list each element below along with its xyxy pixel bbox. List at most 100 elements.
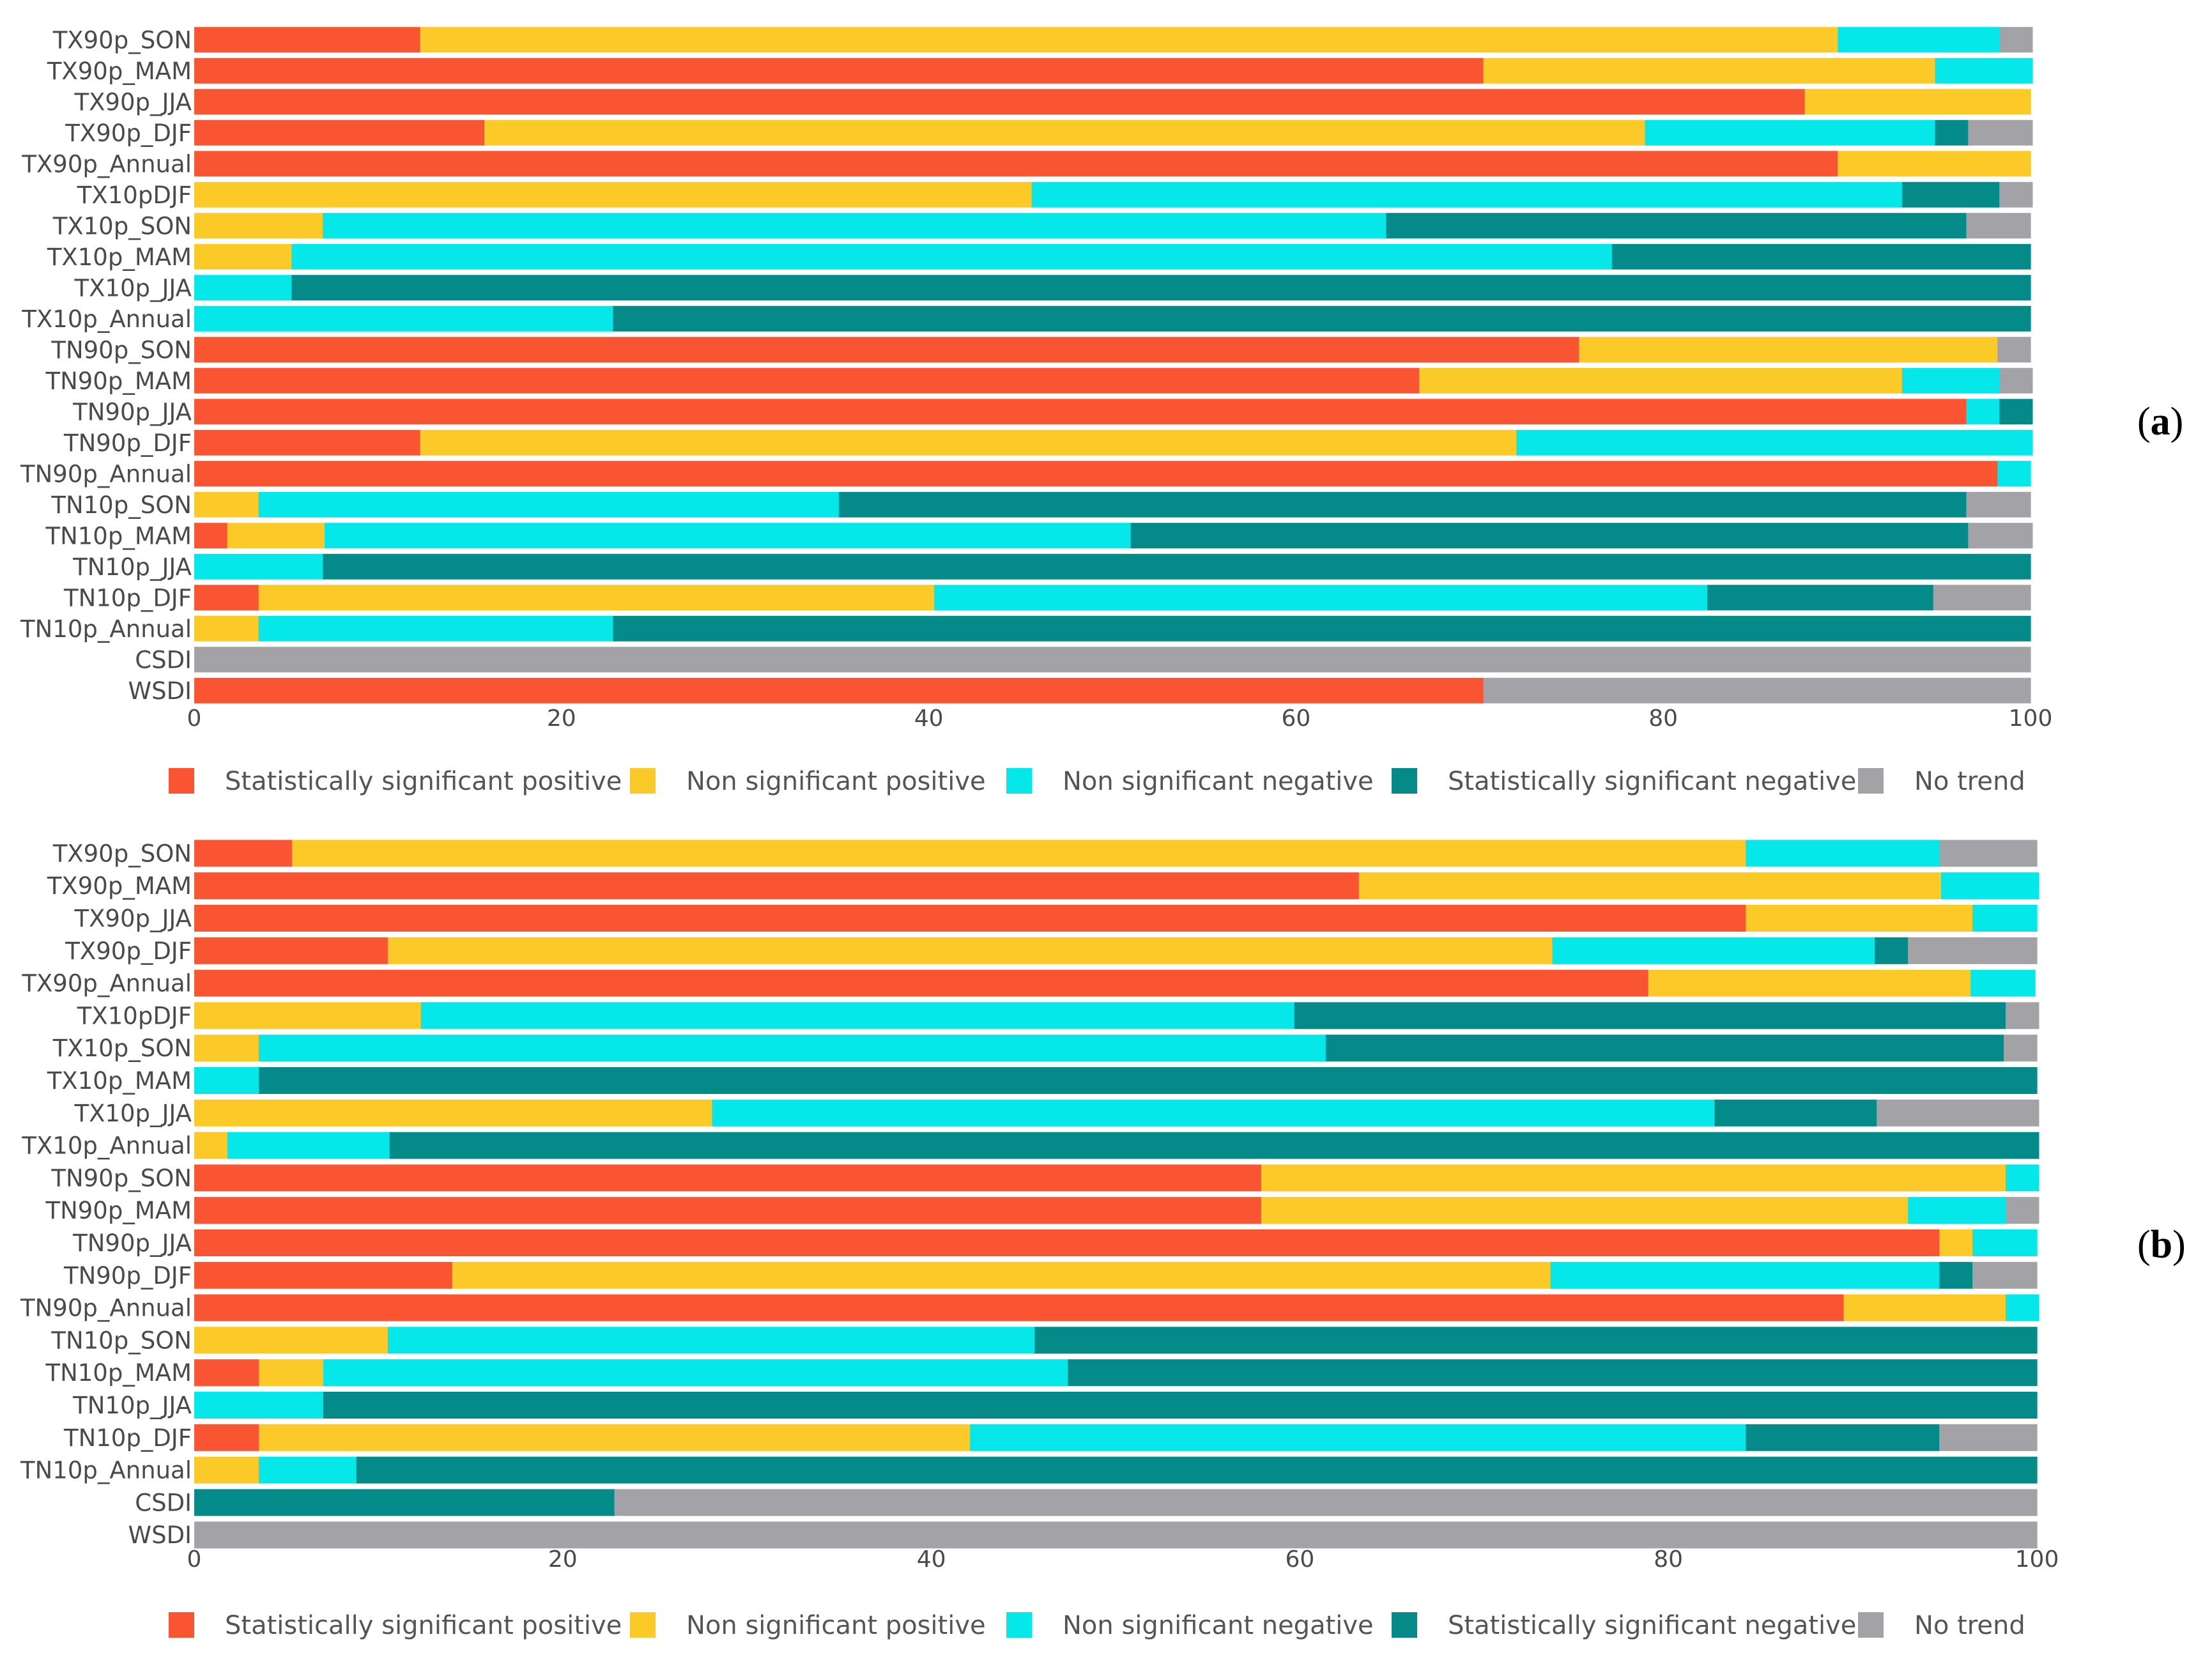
category-label: WSDI bbox=[128, 677, 192, 705]
bar-csdi-no-trend bbox=[614, 1489, 2038, 1516]
category-label: TX10p_JJA bbox=[73, 274, 192, 302]
category-label: TX10p_SON bbox=[52, 212, 192, 240]
bar-tn10p-djf-non-significant-positive bbox=[258, 1424, 971, 1451]
bar-tn10p-mam-non-significant-negative bbox=[323, 1359, 1068, 1387]
bar-tn90p-mam-non-significant-negative bbox=[1908, 1197, 2006, 1224]
bar-tx90p-mam-statistically-significant-positive bbox=[194, 872, 1360, 900]
bar-tx10pdjf-non-significant-negative bbox=[1031, 181, 1903, 208]
category-label: TN90p_MAM bbox=[45, 1197, 192, 1224]
bar-tx90p-annual-non-significant-positive bbox=[1648, 969, 1971, 997]
legend-label-no-trend: No trend bbox=[1914, 767, 2025, 796]
bar-tx10p-mam-non-significant-negative bbox=[291, 243, 1613, 270]
bar-tn10p-annual-non-significant-positive bbox=[194, 1456, 259, 1484]
category-label: TX10p_Annual bbox=[21, 305, 192, 333]
category-label: TX10p_MAM bbox=[47, 243, 192, 271]
bar-tn10p-son-no-trend bbox=[1966, 491, 2031, 518]
x-tick-label: 80 bbox=[1648, 705, 1678, 732]
bar-tx10p-son-statistically-significant-negative bbox=[1386, 213, 1967, 239]
bar-tx10p-jja-statistically-significant-negative bbox=[1714, 1099, 1877, 1127]
bar-tx10pdjf-statistically-significant-negative bbox=[1901, 181, 2000, 208]
bar-tx10p-annual-non-significant-negative bbox=[227, 1132, 390, 1159]
bar-tn10p-mam-statistically-significant-positive bbox=[194, 523, 228, 549]
bar-tn10p-djf-non-significant-positive bbox=[258, 585, 935, 611]
category-label: TN10p_Annual bbox=[20, 1457, 192, 1484]
category-label: TX90p_DJF bbox=[65, 937, 192, 965]
bar-tn10p-mam-statistically-significant-positive bbox=[194, 1359, 259, 1387]
category-label: TX90p_Annual bbox=[21, 970, 192, 997]
category-label: CSDI bbox=[135, 646, 192, 674]
category-label: TX90p_JJA bbox=[73, 905, 192, 932]
bar-tn10p-djf-non-significant-negative bbox=[934, 585, 1708, 611]
category-label: TN90p_SON bbox=[50, 336, 192, 364]
bar-wsdi-no-trend bbox=[1483, 677, 2031, 704]
bar-tn90p-mam-statistically-significant-positive bbox=[194, 367, 1420, 394]
category-label: TX10p_JJA bbox=[73, 1100, 192, 1127]
bar-tn10p-jja-statistically-significant-negative bbox=[323, 1392, 2038, 1419]
bar-tn90p-djf-no-trend bbox=[1972, 1261, 2038, 1289]
bar-tn10p-annual-non-significant-positive bbox=[194, 615, 259, 642]
panel-b-legend: Statistically significant positive Non si… bbox=[169, 1611, 2025, 1640]
category-label: TN90p_Annual bbox=[20, 460, 192, 488]
bar-tx10pdjf-statistically-significant-negative bbox=[1294, 1002, 2006, 1029]
x-tick-label: 40 bbox=[917, 1546, 946, 1573]
category-label: TN10p_SON bbox=[50, 491, 192, 519]
bar-tn90p-jja-non-significant-positive bbox=[1939, 1229, 1973, 1256]
legend-label-non-significant-positive: Non significant positive bbox=[686, 767, 986, 796]
bar-tx90p-annual-statistically-significant-positive bbox=[194, 151, 1838, 177]
bar-tn90p-annual-statistically-significant-positive bbox=[194, 461, 1998, 487]
bar-tx90p-jja-non-significant-positive bbox=[1804, 89, 2031, 115]
bar-tx90p-son-non-significant-negative bbox=[1746, 840, 1940, 867]
legend-label-statistically-significant-positive: Statistically significant positive bbox=[225, 767, 622, 796]
legend-label-statistically-significant-positive: Statistically significant positive bbox=[225, 1611, 622, 1640]
bar-tx10p-son-non-significant-positive bbox=[194, 213, 323, 239]
category-label: TX10p_MAM bbox=[47, 1067, 192, 1095]
legend-swatch-statistically-significant-negative bbox=[1392, 768, 1417, 794]
bar-tn10p-son-statistically-significant-negative bbox=[838, 491, 1967, 518]
category-label: TX90p_MAM bbox=[47, 872, 192, 900]
bar-tn90p-son-statistically-significant-positive bbox=[194, 1164, 1262, 1192]
bar-tn90p-son-non-significant-negative bbox=[2005, 1164, 2039, 1192]
bar-tx90p-jja-statistically-significant-positive bbox=[194, 905, 1746, 932]
bar-tn10p-annual-statistically-significant-negative bbox=[613, 615, 2031, 642]
bar-tn10p-son-non-significant-negative bbox=[387, 1327, 1035, 1354]
panel-a: TX90p_SON TX90p_MAM TX90p_JJA TX90p_DJF TX90… bbox=[20, 26, 2183, 796]
bar-tx90p-djf-statistically-significant-negative bbox=[1875, 937, 1909, 964]
bar-tn90p-jja-non-significant-negative bbox=[1972, 1229, 2038, 1256]
bar-tx10pdjf-no-trend bbox=[1999, 181, 2033, 208]
bar-tn10p-djf-no-trend bbox=[1939, 1424, 2038, 1451]
panel-a-category-labels: TX90p_SON TX90p_MAM TX90p_JJA TX90p_DJF TX90… bbox=[20, 26, 192, 705]
legend-label-no-trend: No trend bbox=[1914, 1611, 2025, 1640]
bar-tx90p-djf-non-significant-positive bbox=[387, 937, 1553, 964]
bar-tn10p-annual-non-significant-negative bbox=[258, 615, 613, 642]
bar-tx10p-annual-statistically-significant-negative bbox=[389, 1132, 2039, 1159]
bar-tx10pdjf-non-significant-positive bbox=[194, 1002, 422, 1029]
legend-swatch-statistically-significant-positive bbox=[169, 1612, 194, 1638]
bar-tn90p-djf-non-significant-negative bbox=[1516, 429, 2033, 456]
bar-tx10p-jja-non-significant-positive bbox=[194, 1099, 712, 1127]
bar-tn10p-jja-non-significant-negative bbox=[194, 1392, 324, 1419]
bar-tn10p-mam-statistically-significant-negative bbox=[1068, 1359, 2038, 1387]
bar-tn90p-mam-non-significant-positive bbox=[1418, 367, 1903, 394]
bar-tn10p-mam-non-significant-negative bbox=[325, 523, 1132, 549]
category-label: TX90p_SON bbox=[52, 26, 192, 54]
bar-tx90p-mam-statistically-significant-positive bbox=[194, 58, 1484, 84]
bar-tx90p-djf-no-trend bbox=[1968, 119, 2033, 146]
legend-swatch-non-significant-negative bbox=[1006, 1612, 1032, 1638]
bar-tn90p-annual-non-significant-negative bbox=[1997, 461, 2031, 487]
bar-tn10p-mam-non-significant-positive bbox=[258, 1359, 324, 1387]
bar-tx10pdjf-non-significant-negative bbox=[420, 1002, 1295, 1029]
bar-tx10p-son-non-significant-negative bbox=[258, 1035, 1326, 1062]
category-label: TN10p_SON bbox=[50, 1327, 192, 1354]
bar-tx90p-djf-non-significant-negative bbox=[1645, 119, 1936, 146]
bar-tn10p-mam-statistically-significant-negative bbox=[1130, 523, 1969, 549]
bar-tn90p-son-non-significant-positive bbox=[1579, 337, 1998, 363]
bar-tn90p-mam-no-trend bbox=[2005, 1197, 2039, 1224]
category-label: TX90p_DJF bbox=[65, 119, 192, 147]
bar-tx90p-djf-non-significant-positive bbox=[484, 119, 1646, 146]
bar-csdi-statistically-significant-negative bbox=[194, 1489, 615, 1516]
panel-b-x-ticks: 0 20 40 60 80 100 bbox=[187, 1546, 2059, 1573]
bar-tx10p-son-non-significant-positive bbox=[194, 1035, 259, 1062]
category-label: TX10p_Annual bbox=[21, 1132, 192, 1160]
panel-a-legend: Statistically significant positive Non si… bbox=[169, 767, 2025, 796]
bar-tn10p-jja-statistically-significant-negative bbox=[323, 553, 2031, 580]
